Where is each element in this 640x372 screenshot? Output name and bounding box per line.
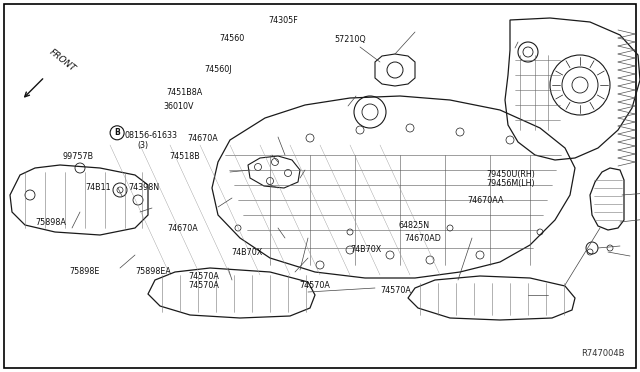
Text: 75898A: 75898A [35,218,66,227]
Text: 64825N: 64825N [398,221,429,230]
Text: 74560: 74560 [219,34,244,43]
Text: 79456M(LH): 79456M(LH) [486,179,535,187]
Text: 74570A: 74570A [299,281,330,290]
Text: 74670AD: 74670AD [404,234,442,243]
Text: 36010V: 36010V [163,102,194,111]
Text: 74560J: 74560J [205,65,232,74]
Text: R747004B: R747004B [582,349,625,358]
Text: 75898E: 75898E [69,267,99,276]
Text: 75898EA: 75898EA [136,267,172,276]
Text: 74570A: 74570A [189,281,220,290]
Text: 99757B: 99757B [63,153,94,161]
Text: 7451B8A: 7451B8A [166,88,203,97]
Text: 74B70X: 74B70X [351,245,382,254]
Text: 57210Q: 57210Q [334,35,366,44]
Text: 74570A: 74570A [189,272,220,280]
Text: 08156-61633: 08156-61633 [125,131,178,140]
Text: 74B70X: 74B70X [232,248,263,257]
Text: 74670A: 74670A [187,134,218,143]
Text: 74398N: 74398N [128,183,159,192]
Text: 74570A: 74570A [381,286,412,295]
Text: B: B [115,128,120,137]
Text: 74670AA: 74670AA [467,196,504,205]
Text: (3): (3) [138,141,148,150]
Text: 74670A: 74670A [168,224,198,233]
Text: 79450U(RH): 79450U(RH) [486,170,535,179]
Text: 74B11: 74B11 [85,183,111,192]
Text: FRONT: FRONT [47,48,77,74]
Circle shape [110,126,124,140]
Text: 74518B: 74518B [170,153,200,161]
Text: 74305F: 74305F [269,16,298,25]
